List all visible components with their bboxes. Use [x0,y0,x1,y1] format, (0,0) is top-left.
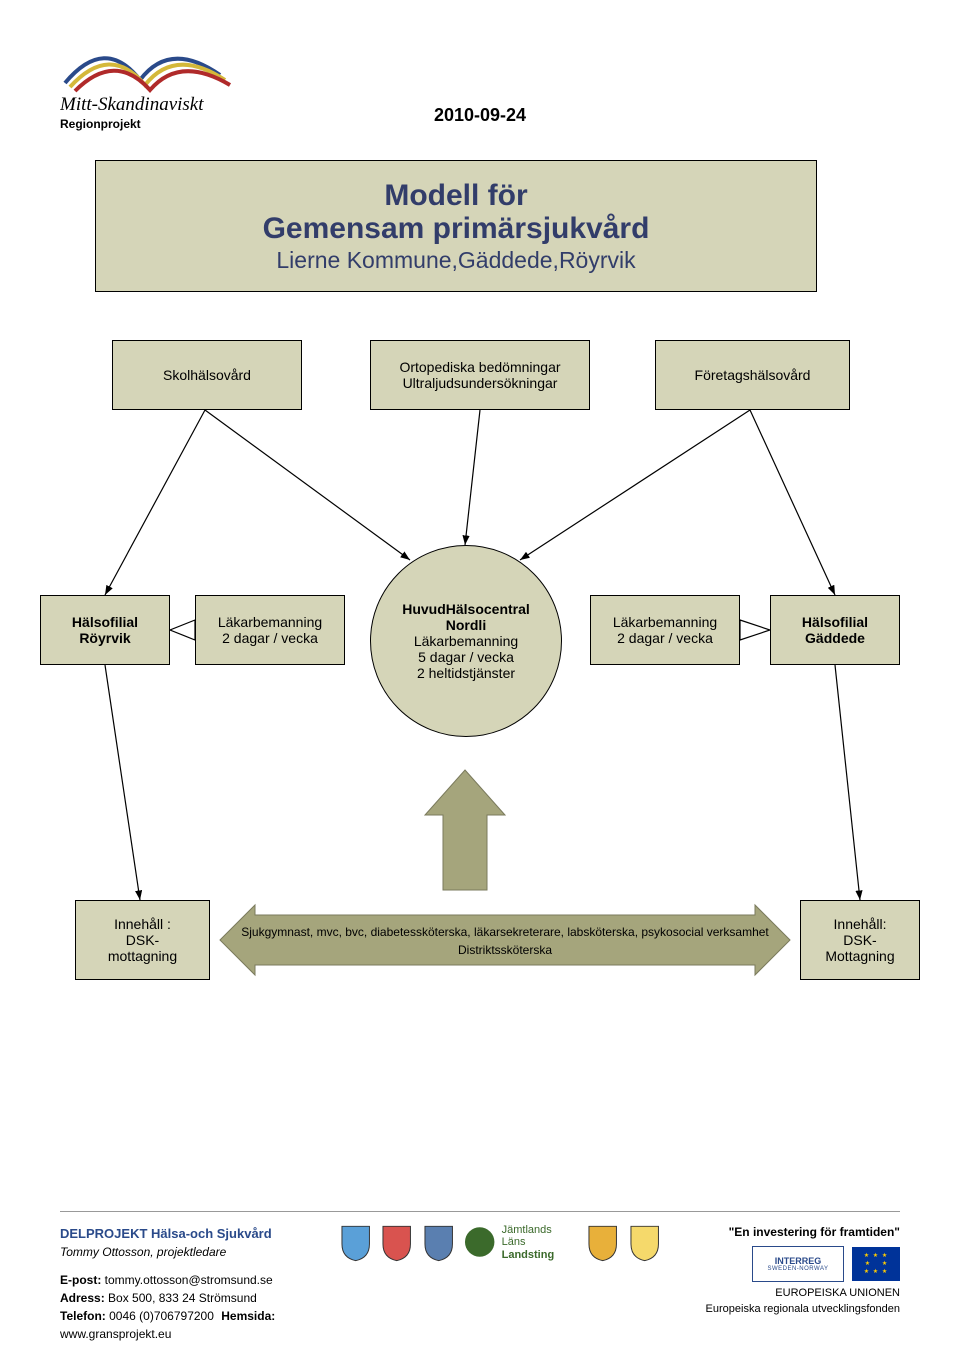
circle-line: 5 dagar / vecka [418,649,514,665]
crest-icon [464,1224,495,1262]
address-value: Box 500, 833 24 Strömsund [108,1291,257,1305]
box-innehall-right: Innehåll:DSK-Mottagning [800,900,920,980]
crest-icon [340,1224,371,1262]
project-lead: Tommy Ottosson, projektledare [60,1243,340,1261]
circle-line: 2 heltidstjänster [417,665,515,681]
box-innehall-right-text: DSK- [843,932,876,948]
top-box-foretags: Företagshälsovård [655,340,850,410]
box-innehall-left-text: DSK- [126,932,159,948]
phone-label: Telefon: [60,1309,106,1323]
address-label: Adress: [60,1291,105,1305]
eu-flag-icon: ★ ★ ★★ ★★ ★ ★ [852,1247,900,1281]
footer: DELPROJEKT Hälsa-och Sjukvård Tommy Otto… [60,1211,900,1344]
crest-icon [629,1224,660,1262]
project-title: DELPROJEKT Hälsa-och Sjukvård [60,1224,340,1244]
box-halsofilial-gaddede-text: Gäddede [805,630,865,646]
circle-huvudhalsocentral: HuvudHälsocentralNordliLäkarbemanning5 d… [370,545,562,737]
box-halsofilial-royrvik-text: Hälsofilial [72,614,138,630]
document-date: 2010-09-24 [0,105,960,126]
footer-center: Jämtlands LänsLandsting [340,1224,660,1262]
interreg-logo: INTERREG SWEDEN-NORWAY [752,1246,844,1282]
email-label: E-post: [60,1273,101,1287]
box-lakarbemanning-right: Läkarbemanning2 dagar / vecka [590,595,740,665]
box-lakarbemanning-left: Läkarbemanning2 dagar / vecka [195,595,345,665]
crest-icon [587,1224,618,1262]
title-line2: Gemensam primärsjukvård [263,212,650,245]
box-lakarbemanning-left-text: 2 dagar / vecka [222,630,318,646]
phone-value: 0046 (0)706797200 [109,1309,214,1323]
top-box-foretags-text: Företagshälsovård [695,367,811,383]
box-halsofilial-royrvik: HälsofilialRöyrvik [40,595,170,665]
svg-text:Distriktssköterska: Distriktssköterska [458,943,552,957]
circle-subtitle: Nordli [446,617,486,633]
title-line3: Lierne Kommune,Gäddede,Röyrvik [276,247,635,274]
box-innehall-left-text: Innehåll : [114,916,171,932]
slogan: "En investering för framtiden" [660,1224,900,1241]
crest-icon [381,1224,412,1262]
box-halsofilial-gaddede-text: Hälsofilial [802,614,868,630]
circle-line: Läkarbemanning [414,633,518,649]
eu-line2: Europeiska regionala utvecklingsfonden [660,1302,900,1317]
title-line1: Modell för [384,179,527,212]
box-lakarbemanning-left-text: Läkarbemanning [218,614,322,630]
crest-icon [423,1224,454,1262]
footer-left: DELPROJEKT Hälsa-och Sjukvård Tommy Otto… [60,1224,340,1344]
interreg-text: INTERREG [775,1257,822,1266]
box-innehall-right-text: Innehåll: [834,916,887,932]
top-box-ortopediska: Ortopediska bedömningarUltraljudsundersö… [370,340,590,410]
jamtlands-label: Jämtlands LänsLandsting [502,1224,578,1260]
eu-line1: EUROPEISKA UNIONEN [660,1286,900,1301]
box-halsofilial-gaddede: HälsofilialGäddede [770,595,900,665]
top-box-skolhalsovard: Skolhälsovård [112,340,302,410]
title-box: Modell för Gemensam primärsjukvård Liern… [95,160,817,292]
svg-text:Sjukgymnast, mvc, bvc, diabete: Sjukgymnast, mvc, bvc, diabetessköterska… [241,925,769,939]
top-box-ortopediska-text: Ortopediska bedömningar [399,359,560,375]
email-value: tommy.ottosson@stromsund.se [105,1273,273,1287]
circle-title: HuvudHälsocentral [402,601,530,617]
top-box-skolhalsovard-text: Skolhälsovård [163,367,251,383]
footer-right: "En investering för framtiden" INTERREG … [660,1224,900,1318]
box-innehall-left: Innehåll :DSK-mottagning [75,900,210,980]
box-lakarbemanning-right-text: 2 dagar / vecka [617,630,713,646]
box-innehall-left-text: mottagning [108,948,177,964]
site-value: www.gransprojekt.eu [60,1327,171,1341]
box-lakarbemanning-right-text: Läkarbemanning [613,614,717,630]
site-label: Hemsida: [221,1309,275,1323]
top-box-ortopediska-text: Ultraljudsundersökningar [403,375,558,391]
box-innehall-right-text: Mottagning [825,948,894,964]
box-halsofilial-royrvik-text: Röyrvik [79,630,130,646]
interreg-sub: SWEDEN-NORWAY [767,1266,828,1272]
